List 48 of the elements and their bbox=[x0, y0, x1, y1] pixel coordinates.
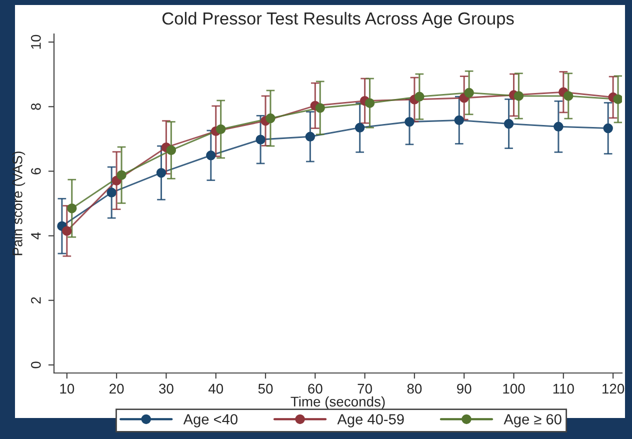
point bbox=[106, 188, 116, 198]
point bbox=[266, 113, 276, 124]
point bbox=[305, 132, 316, 142]
y-tick-label: 6 bbox=[31, 168, 41, 174]
legend-label: Age 40-59 bbox=[337, 414, 404, 428]
point bbox=[404, 116, 414, 127]
point bbox=[256, 134, 266, 144]
point bbox=[206, 150, 216, 160]
point bbox=[613, 94, 622, 104]
point bbox=[156, 168, 166, 178]
x-tick-label: 40 bbox=[208, 384, 224, 394]
point bbox=[564, 91, 574, 101]
point bbox=[514, 91, 524, 101]
legend-label: Age <40 bbox=[183, 414, 238, 428]
point bbox=[364, 98, 375, 108]
point bbox=[116, 170, 126, 180]
point bbox=[67, 203, 77, 214]
x-tick-label: 20 bbox=[110, 384, 124, 394]
x-tick-label: 70 bbox=[358, 384, 372, 394]
point bbox=[216, 124, 226, 134]
point bbox=[62, 226, 72, 236]
x-tick-label: 100 bbox=[503, 384, 525, 394]
point bbox=[354, 122, 365, 132]
chart-title: Cold Pressor Test Results Across Age Groups bbox=[162, 12, 514, 28]
x-tick-label: 10 bbox=[60, 384, 74, 394]
x-tick-label: 90 bbox=[457, 384, 472, 394]
x-tick-label: 30 bbox=[159, 384, 174, 394]
x-tick-label: 110 bbox=[553, 384, 574, 394]
y-tick-label: 0 bbox=[31, 362, 41, 368]
x-tick-label: 60 bbox=[308, 384, 322, 394]
point bbox=[414, 92, 424, 102]
legend-label: Age ≥ 60 bbox=[504, 414, 562, 428]
point bbox=[554, 122, 564, 132]
point bbox=[315, 103, 325, 113]
point bbox=[166, 145, 176, 156]
x-tick-label: 80 bbox=[407, 384, 422, 394]
y-tick-label: 8 bbox=[31, 103, 41, 110]
point bbox=[504, 118, 514, 129]
point bbox=[603, 123, 613, 134]
y-tick-label: 4 bbox=[31, 232, 41, 240]
y-tick-label: 2 bbox=[31, 297, 41, 304]
point bbox=[464, 88, 474, 98]
x-axis-title: Time (seconds) bbox=[290, 396, 385, 410]
y-axis-title: Pain score (VAS) bbox=[12, 152, 26, 256]
y-tick-label: 10 bbox=[31, 34, 41, 49]
point bbox=[454, 115, 464, 126]
x-tick-label: 120 bbox=[602, 384, 624, 394]
x-tick-label: 50 bbox=[258, 384, 273, 394]
